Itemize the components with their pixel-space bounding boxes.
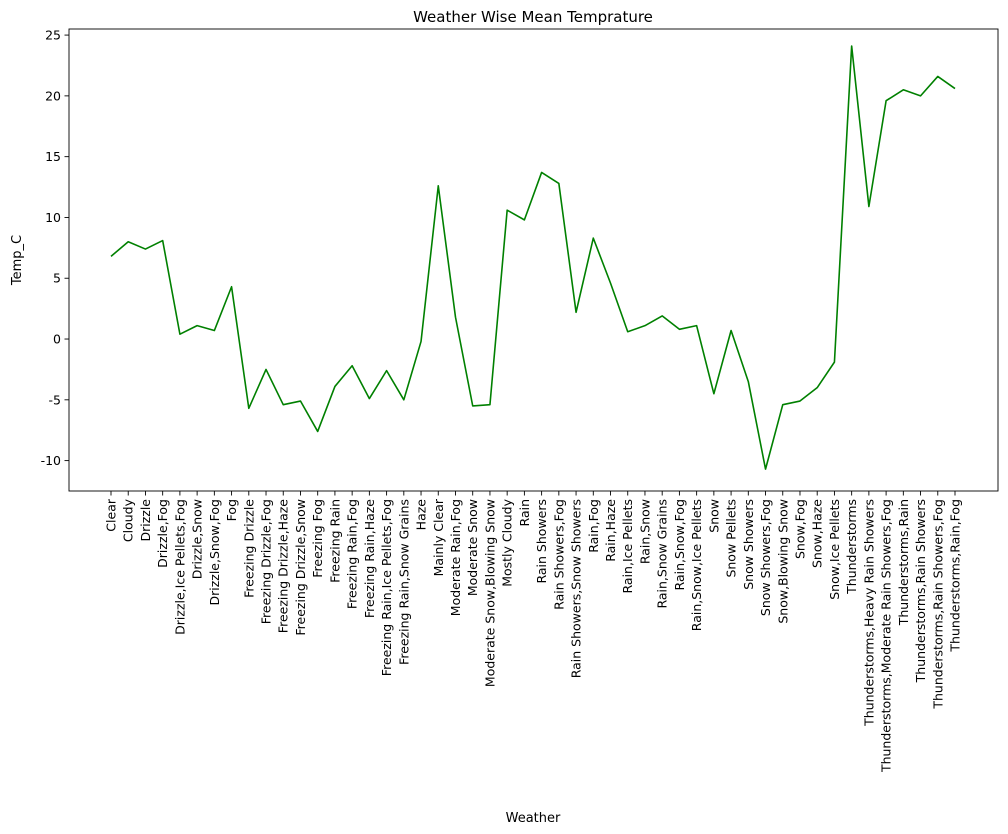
x-tick-label: Snow Showers,Fog [758,499,773,616]
x-tick-label: Snow [706,499,721,533]
x-tick-label: Snow Showers [741,499,756,590]
y-tick-label: 5 [53,271,61,286]
series-line [110,45,956,470]
x-axis-label: Weather [506,811,561,826]
y-tick-label: 0 [53,332,61,347]
x-tick-label: Thunderstorms [844,499,859,595]
y-axis-label: Temp_C [10,235,25,286]
x-tick-label: Haze [414,499,429,531]
x-tick-label: Snow,Ice Pellets [827,499,842,600]
plot-frame [68,28,999,492]
x-tick-label: Drizzle,Ice Pellets,Fog [172,499,187,635]
x-tick-label: Freezing Fog [310,499,325,578]
x-tick-label: Thunderstorms,Rain,Fog [948,499,963,653]
x-tick-label: Rain,Snow [637,499,652,564]
y-tick-label: -10 [41,453,61,468]
x-tick-label: Snow,Haze [810,499,825,568]
x-tick-label: Mainly Clear [431,498,446,576]
x-tick-label: Rain [517,499,532,526]
x-tick-label: Freezing Rain [327,499,342,583]
x-tick-label: Freezing Drizzle,Snow [293,499,308,636]
x-tick-label: Freezing Rain,Haze [362,499,377,618]
y-tick-label: 25 [45,28,61,43]
x-tick-label: Snow Pellets [724,499,739,578]
x-tick-label: Drizzle,Fog [155,499,170,568]
x-tick-label: Drizzle,Snow,Fog [207,499,222,606]
x-tick-label: Drizzle [138,499,153,542]
x-tick-label: Freezing Drizzle,Haze [276,499,291,634]
x-tick-label: Moderate Snow [465,499,480,596]
x-tick-label: Thunderstorms,Heavy Rain Showers [861,499,876,727]
x-tick-label: Moderate Rain,Fog [448,499,463,616]
x-tick-label: Rain,Ice Pellets [620,499,635,594]
x-tick-label: Snow,Fog [792,499,807,559]
x-tick-label: Thunderstorms,Moderate Rain Showers,Fog [879,499,894,773]
x-tick-label: Rain Showers,Fog [551,499,566,610]
x-tick-label: Rain,Snow,Ice Pellets [689,499,704,631]
y-tick-label: 10 [45,210,61,225]
x-tick-label: Thunderstorms,Rain Showers,Fog [930,499,945,710]
chart-title: Weather Wise Mean Temprature [413,8,653,26]
x-tick-label: Fog [224,499,239,521]
y-tick-label: 15 [45,149,61,164]
y-tick-label: -5 [49,392,61,407]
x-tick-label: Moderate Snow,Blowing Snow [482,499,497,687]
x-tick-label: Rain Showers [534,499,549,584]
x-tick-label: Freezing Rain,Ice Pellets,Fog [379,499,394,676]
x-tick-label: Freezing Drizzle,Fog [259,499,274,624]
x-tick-label: Snow,Blowing Snow [775,499,790,624]
x-tick-label: Thunderstorms,Rain Showers [913,499,928,683]
x-tick-label: Rain,Snow,Fog [672,499,687,590]
x-tick-label: Cloudy [121,498,136,542]
x-tick-label: Rain,Snow Grains [655,499,670,609]
x-tick-label: Rain,Haze [603,499,618,562]
x-tick-label: Rain Showers,Snow Showers [569,499,584,678]
y-tick-label: 20 [45,88,61,103]
x-tick-label: Thunderstorms,Rain [896,499,911,626]
x-tick-label: Freezing Rain,Fog [345,499,360,609]
x-tick-label: Freezing Drizzle [241,499,256,598]
x-tick-label: Drizzle,Snow [190,499,205,579]
x-tick-label: Freezing Rain,Snow Grains [396,499,411,665]
x-tick-label: Mostly Cloudy [500,498,515,586]
x-tick-label: Rain,Fog [586,499,601,553]
x-tick-label: Clear [104,498,119,532]
